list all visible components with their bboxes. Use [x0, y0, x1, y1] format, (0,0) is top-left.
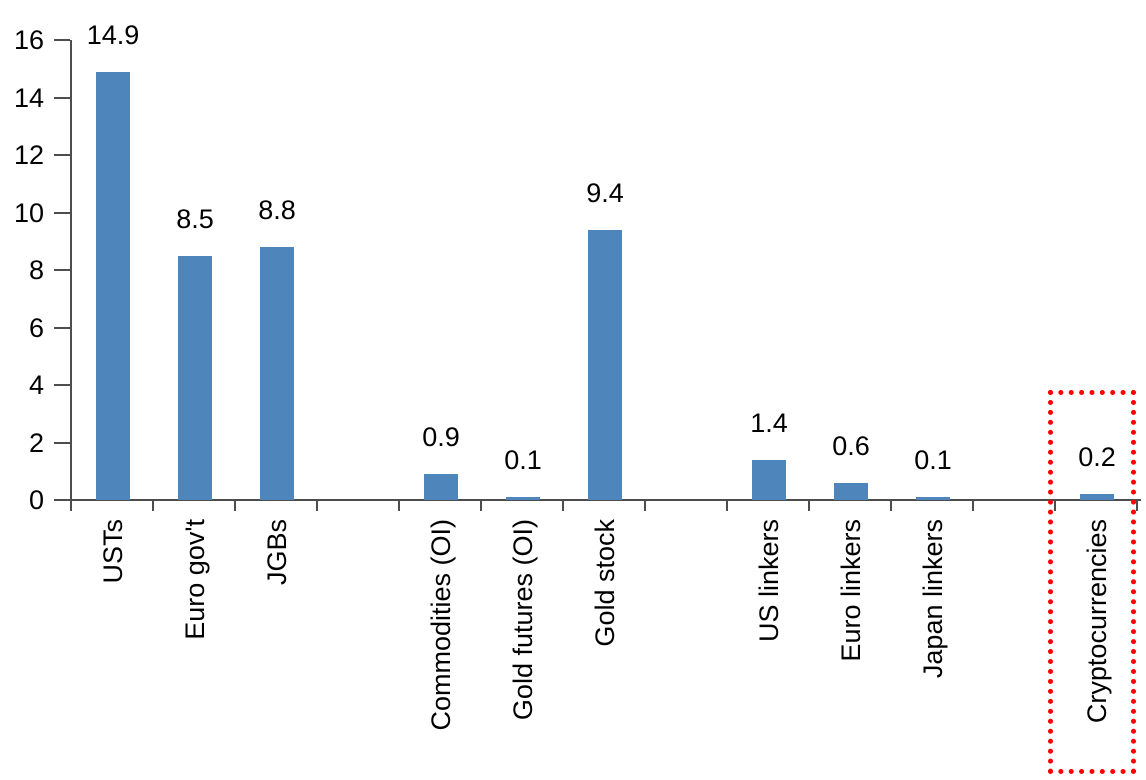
category-label: Euro linkers: [836, 519, 866, 662]
category-label: Commodities (OI): [426, 519, 456, 731]
bar: [96, 72, 130, 500]
y-tick: [54, 384, 70, 386]
bar-value-label: 9.4: [586, 178, 624, 208]
x-tick: [316, 500, 318, 511]
bar-value-label: 0.9: [422, 422, 460, 452]
bar: [260, 247, 294, 500]
y-axis-line: [70, 40, 72, 511]
category-label: Euro gov't: [180, 519, 210, 640]
y-axis-tick-label: 14: [13, 82, 44, 113]
x-tick: [1054, 500, 1056, 511]
y-axis-tick-label: 10: [13, 197, 44, 228]
category-label: USTs: [98, 519, 128, 584]
x-tick: [562, 500, 564, 511]
bar-value-label: 1.4: [750, 408, 788, 438]
bar: [506, 497, 540, 500]
x-tick: [644, 500, 646, 511]
y-axis-tick-label: 0: [28, 485, 44, 515]
y-tick: [54, 39, 70, 41]
bar: [916, 497, 950, 500]
y-axis-tick-label: 16: [13, 25, 44, 55]
y-axis-tick-label: 2: [28, 427, 44, 458]
category-label: Gold stock: [590, 519, 620, 647]
bar-value-label: 8.5: [176, 204, 214, 234]
x-tick: [1136, 500, 1138, 511]
y-tick: [54, 96, 70, 99]
x-tick: [808, 500, 810, 511]
category-label: JGBs: [262, 519, 292, 586]
y-axis-tick-label: 12: [13, 140, 44, 170]
x-tick: [480, 500, 482, 511]
x-tick: [726, 500, 728, 511]
category-label: Gold futures (OI): [508, 519, 538, 721]
x-tick: [972, 500, 974, 511]
y-tick: [54, 211, 70, 214]
bar: [588, 230, 622, 500]
bar-value-label: 0.6: [832, 431, 870, 461]
highlight-box: [1048, 390, 1136, 774]
bar-value-label: 0.2: [1078, 442, 1116, 472]
x-tick: [70, 500, 72, 511]
y-tick: [54, 441, 70, 444]
category-label: US linkers: [754, 519, 784, 643]
x-tick: [398, 500, 400, 511]
x-tick: [152, 500, 154, 511]
bar: [424, 474, 458, 500]
y-axis-tick-label: 8: [28, 255, 44, 285]
x-tick: [890, 500, 892, 511]
y-tick: [54, 499, 70, 501]
bar: [752, 460, 786, 500]
bar-value-label: 0.1: [914, 445, 952, 475]
y-tick: [54, 269, 70, 271]
x-axis-line: [70, 499, 1141, 501]
bar: [1080, 494, 1114, 500]
y-tick: [54, 326, 70, 329]
bar: [834, 483, 868, 500]
x-tick: [234, 500, 236, 511]
bar-value-label: 8.8: [258, 195, 296, 225]
y-axis-tick-label: 4: [28, 370, 44, 400]
bar: [178, 256, 212, 500]
bar-value-label: 0.1: [504, 445, 542, 475]
y-axis-tick-label: 6: [28, 312, 44, 343]
category-label: Japan linkers: [918, 519, 948, 679]
y-tick: [54, 154, 70, 156]
bar-value-label: 14.9: [86, 20, 140, 50]
